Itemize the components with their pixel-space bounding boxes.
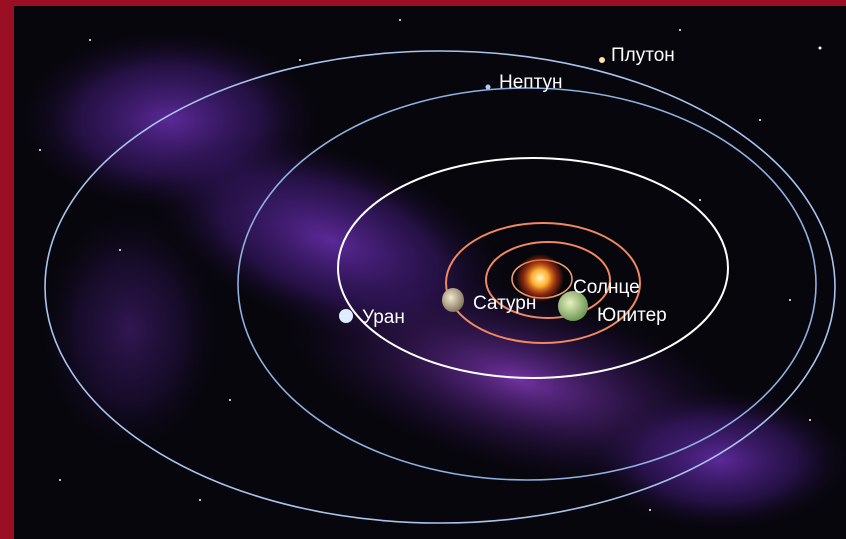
- uranus: [339, 309, 353, 323]
- neptune-label: Нептун: [499, 72, 563, 93]
- uranus-label: Уран: [362, 307, 405, 328]
- neptune: [486, 85, 491, 90]
- sun-label: Солнце: [573, 277, 640, 298]
- pluto: [599, 57, 605, 63]
- saturn: [442, 288, 464, 312]
- solar-system-diagram: Плутон Нептун Уран Сатурн Солнце Юпитер: [0, 0, 846, 539]
- saturn-label: Сатурн: [473, 293, 536, 314]
- jupiter-label: Юпитер: [597, 305, 667, 326]
- pluto-label: Плутон: [611, 45, 675, 66]
